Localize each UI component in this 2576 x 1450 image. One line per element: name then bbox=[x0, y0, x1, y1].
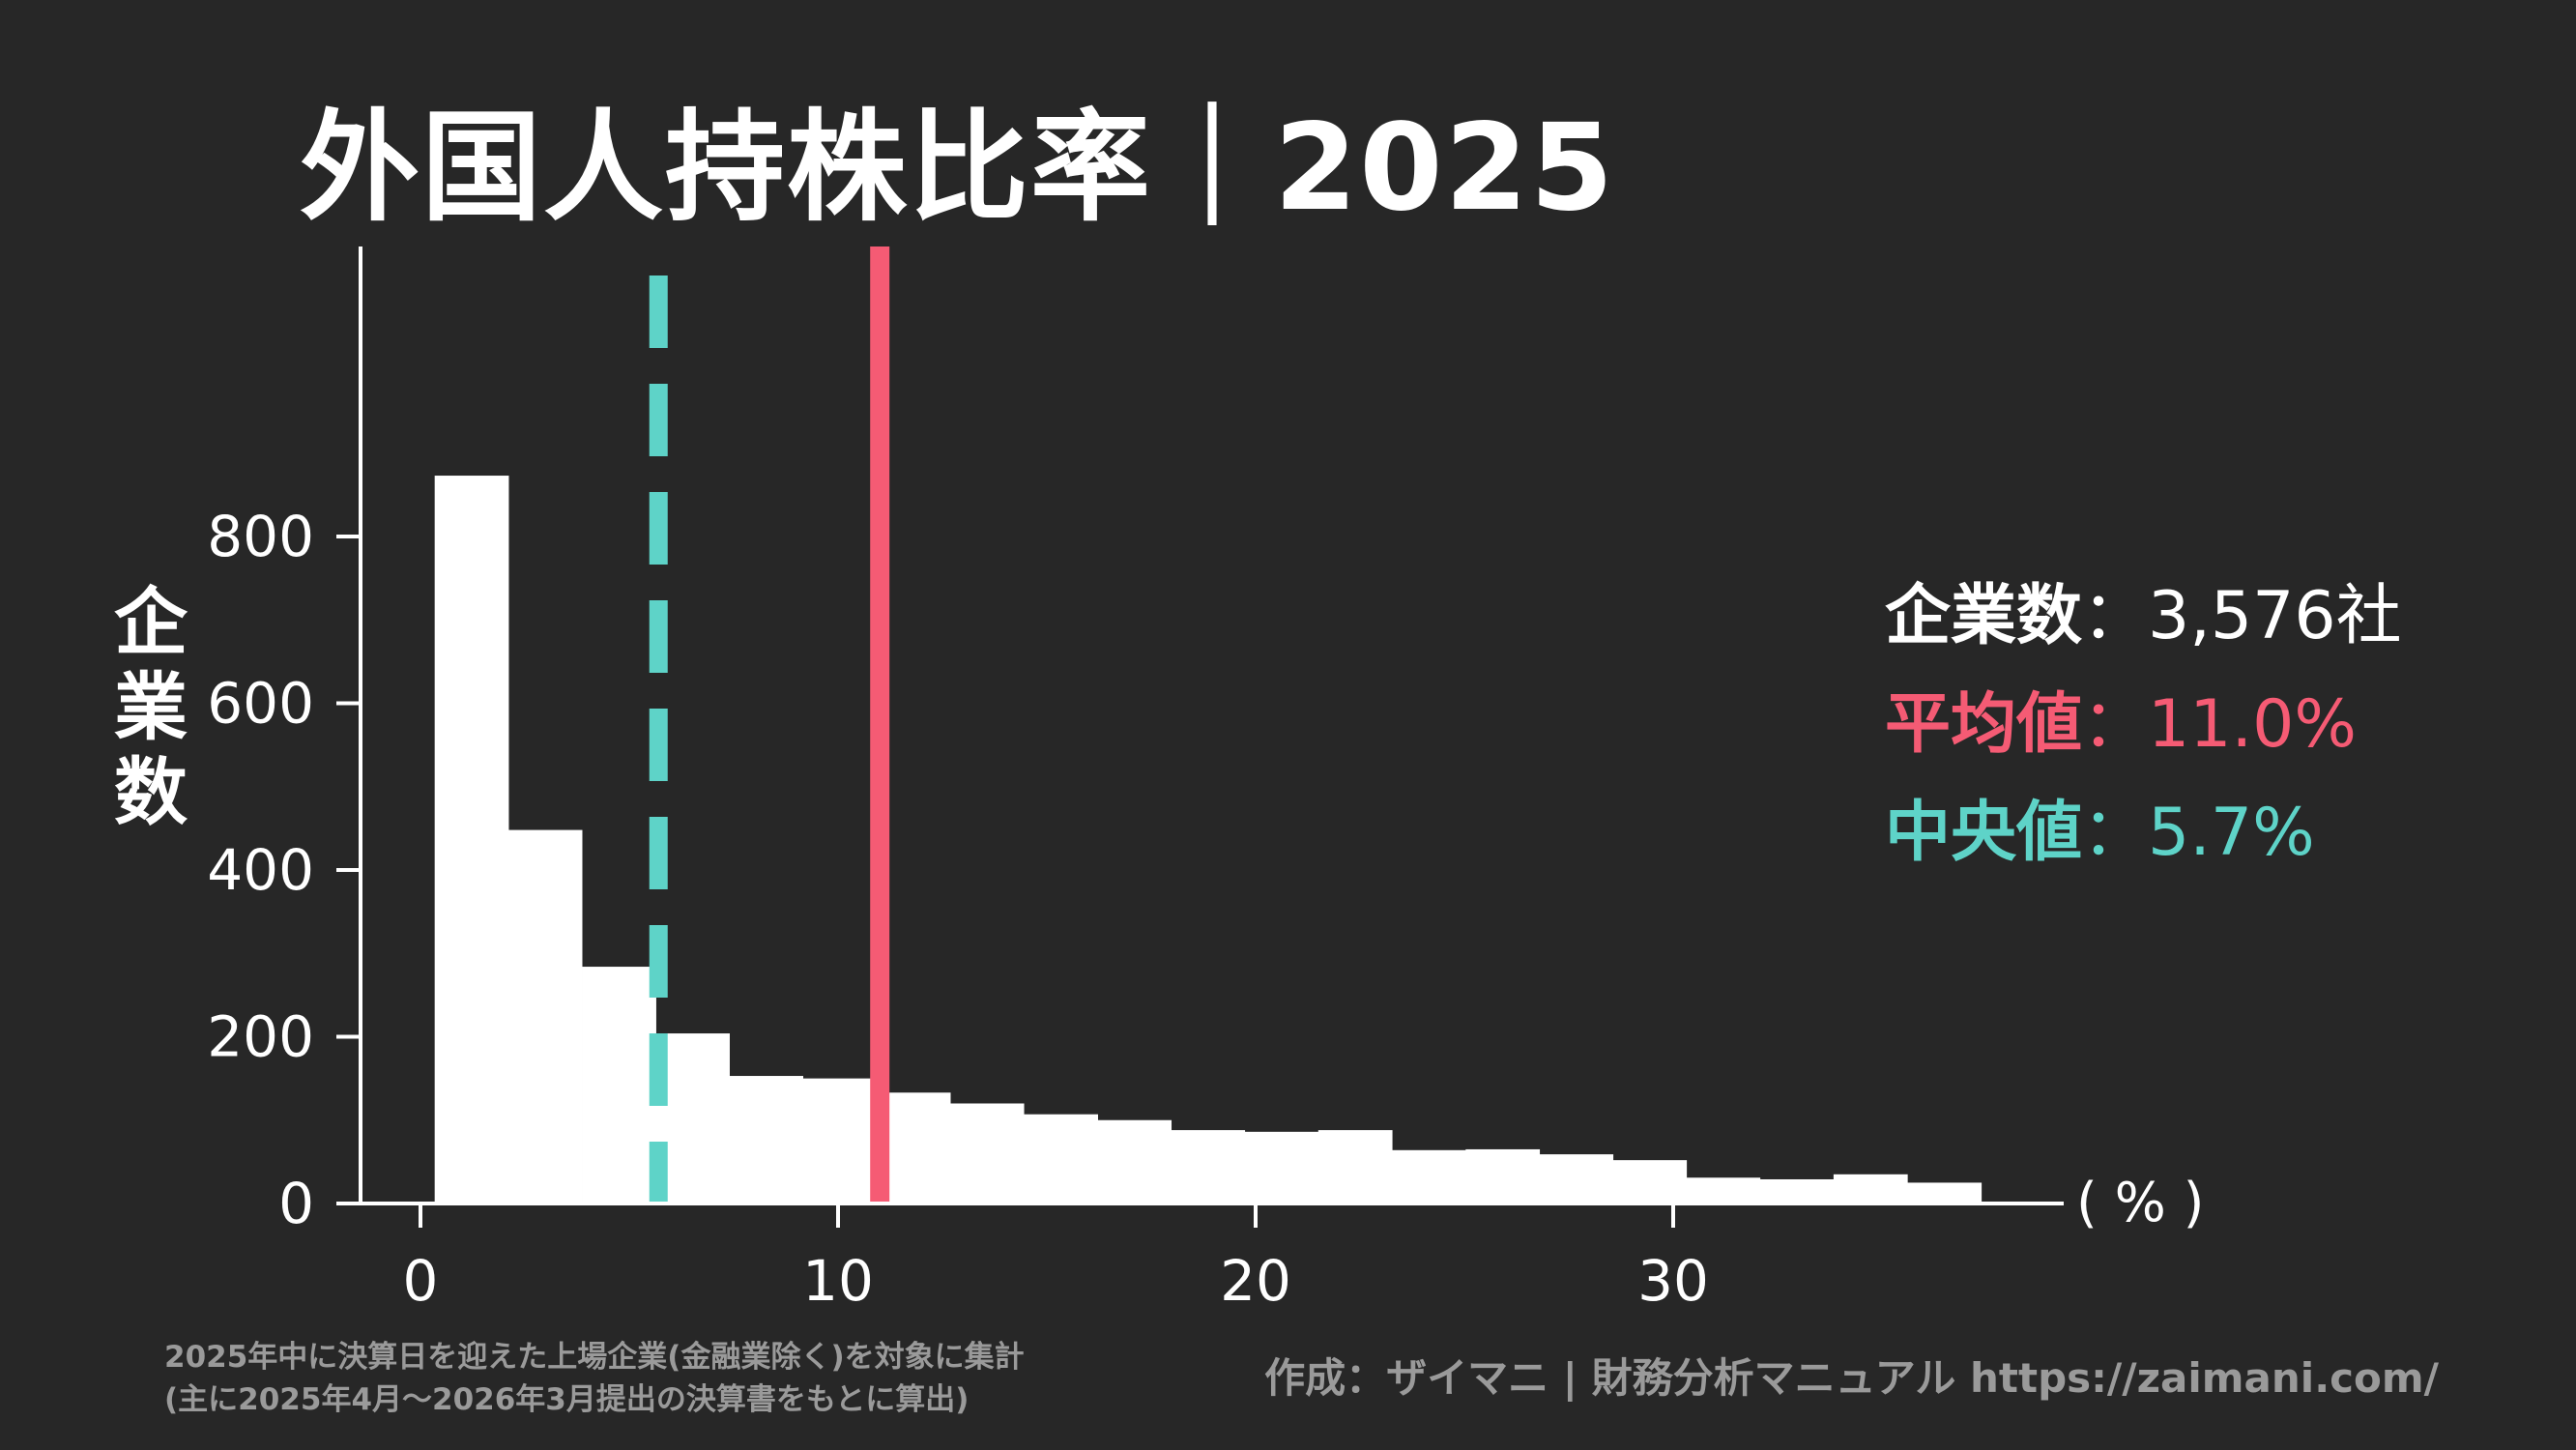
y-tick-label: 600 bbox=[207, 671, 314, 737]
y-axis-label-char: 企 bbox=[114, 579, 188, 665]
histogram-bar bbox=[1244, 1131, 1319, 1204]
x-tick-label: 30 bbox=[1637, 1248, 1709, 1314]
mean-stat: 平均値：11.0% bbox=[1885, 681, 2402, 789]
company-count-stat: 企業数：3,576社 bbox=[1885, 572, 2402, 681]
histogram-bar bbox=[1024, 1114, 1099, 1204]
histogram-bar bbox=[1686, 1177, 1761, 1204]
histogram-bar bbox=[1097, 1119, 1172, 1204]
histogram-bar bbox=[1391, 1149, 1466, 1204]
y-axis-label: 企業数 bbox=[102, 580, 199, 835]
mean-value: ：11.0% bbox=[2082, 686, 2358, 763]
x-tick-label: 0 bbox=[403, 1248, 439, 1314]
y-axis-label-char: 業 bbox=[114, 664, 188, 750]
histogram-bar bbox=[729, 1076, 804, 1204]
axis-ticks: 0 200 400 600 800 0 10 20 30 bbox=[207, 504, 1709, 1314]
histogram-bar bbox=[434, 476, 509, 1204]
histogram-bar bbox=[1907, 1182, 1983, 1204]
y-tick-label: 200 bbox=[207, 1004, 314, 1070]
median-stat: 中央値：5.7% bbox=[1885, 789, 2402, 897]
histogram-bar bbox=[1612, 1160, 1688, 1204]
company-count-value: ：3,576社 bbox=[2082, 578, 2402, 654]
histogram-bar bbox=[949, 1103, 1025, 1204]
histogram-bar bbox=[1171, 1130, 1246, 1204]
x-tick-label: 10 bbox=[802, 1248, 874, 1314]
chart-axes bbox=[336, 246, 2064, 1205]
histogram-bar bbox=[1539, 1154, 1614, 1204]
y-tick-label: 0 bbox=[278, 1171, 314, 1236]
y-axis-label-char: 数 bbox=[114, 749, 188, 835]
median-label: 中央値 bbox=[1885, 795, 2083, 871]
mean-label: 平均値 bbox=[1885, 686, 2083, 763]
chart-title: 外国人持株比率｜2025 bbox=[300, 99, 1616, 238]
histogram-bar bbox=[507, 829, 583, 1204]
credit-text: 作成：ザイマニ | 財務分析マニュアル https://zaimani.com/ bbox=[1264, 1354, 2439, 1402]
y-tick-label: 400 bbox=[207, 837, 314, 903]
stats-panel: 企業数：3,576社 平均値：11.0% 中央値：5.7% bbox=[1885, 572, 2402, 897]
histogram-bar bbox=[802, 1078, 878, 1204]
histogram-bar bbox=[1317, 1130, 1393, 1204]
footnote-line-2: (主に2025年4月〜2026年3月提出の決算書をもとに算出) bbox=[164, 1382, 970, 1417]
x-axis-unit-label: ( % ) bbox=[2076, 1172, 2205, 1234]
histogram-bar bbox=[1759, 1178, 1835, 1204]
histogram-bar bbox=[582, 967, 656, 1204]
reference-lines bbox=[649, 246, 890, 1204]
median-value: ：5.7% bbox=[2082, 795, 2315, 871]
footnote: 2025年中に決算日を迎えた上場企業(金融業除く)を対象に集計 (主に2025年… bbox=[164, 1336, 1025, 1421]
x-tick-label: 20 bbox=[1220, 1248, 1291, 1314]
histogram-bar bbox=[1833, 1174, 1908, 1204]
histogram-bar bbox=[1465, 1148, 1541, 1204]
histogram-bars bbox=[434, 476, 1983, 1204]
histogram-bar bbox=[655, 1033, 730, 1204]
y-tick-label: 800 bbox=[207, 504, 314, 569]
company-count-label: 企業数 bbox=[1885, 578, 2083, 654]
footnote-line-1: 2025年中に決算日を迎えた上場企業(金融業除く)を対象に集計 bbox=[164, 1340, 1025, 1375]
